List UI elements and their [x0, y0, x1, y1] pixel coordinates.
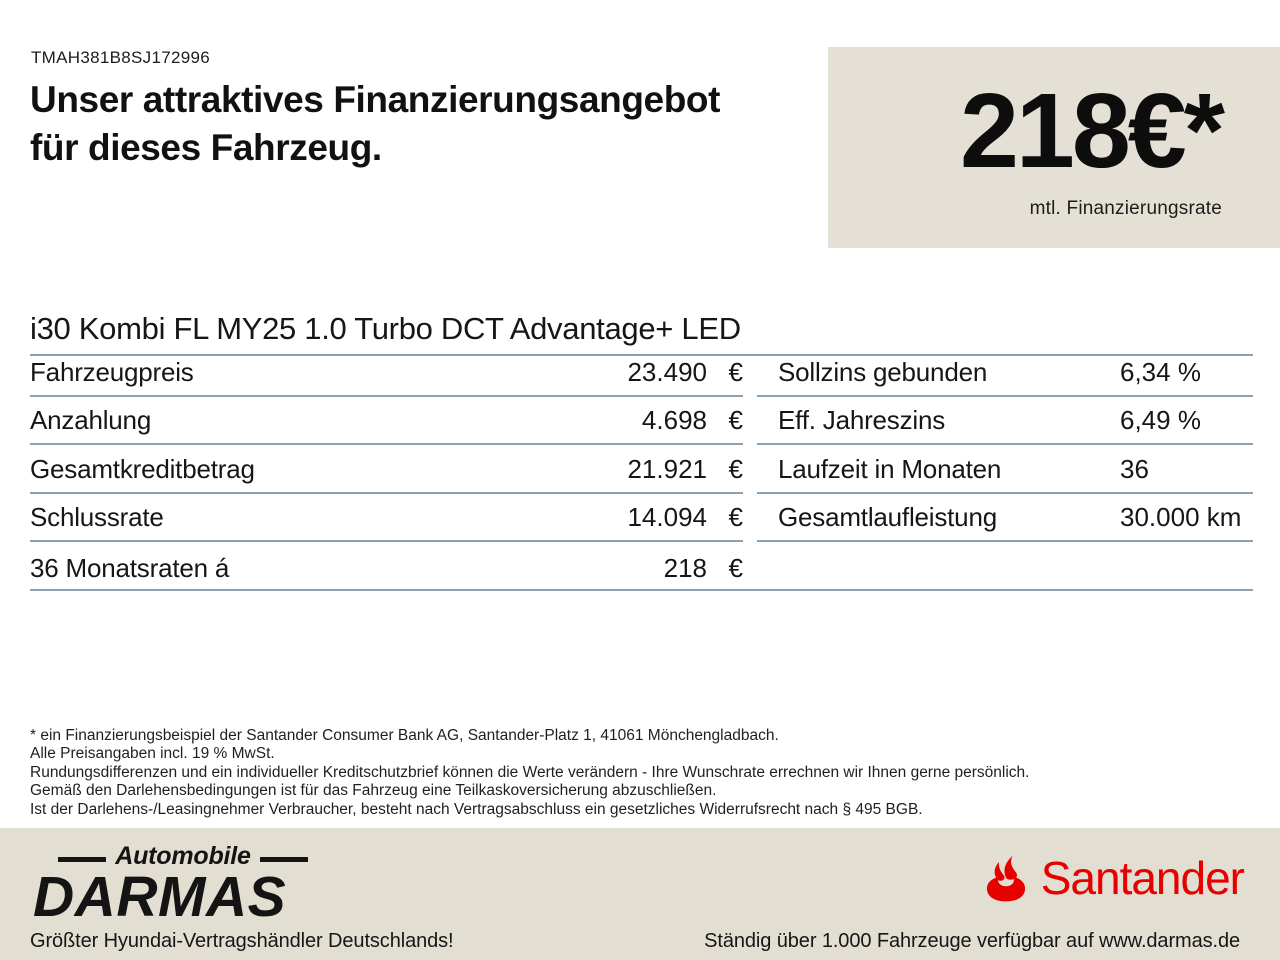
darmas-logo-topline: Automobile	[33, 842, 333, 871]
darmas-dealer-logo: Automobile DARMAS	[33, 842, 333, 926]
table-row: Sollzins gebunden 6,34 %	[757, 348, 1253, 397]
table-row: Eff. Jahreszins 6,49 %	[757, 397, 1253, 445]
page-title-line-1: Unser attraktives Finanzierungsangebot	[30, 79, 721, 120]
row-label: Schlussrate	[30, 502, 164, 532]
santander-wordmark: Santander	[1040, 852, 1245, 904]
disclaimer-line: Ist der Darlehens-/Leasingnehmer Verbrau…	[30, 800, 923, 818]
row-value: 36	[1120, 453, 1149, 484]
row-label: Sollzins gebunden	[778, 356, 988, 387]
row-label: Fahrzeugpreis	[30, 356, 194, 387]
footer-bar: Automobile DARMAS Santander Größter Hyun…	[0, 828, 1280, 960]
vehicle-vin: TMAH381B8SJ172996	[31, 48, 210, 67]
finance-table-right-column: Sollzins gebunden 6,34 % Eff. Jahreszins…	[757, 348, 1253, 591]
table-row: Schlussrate 14.094 €	[30, 494, 743, 542]
table-row: Gesamtlaufleistung 30.000 km	[757, 494, 1253, 542]
row-unit: €	[728, 356, 743, 387]
row-label: 36 Monatsraten á	[30, 552, 230, 583]
disclaimer-line: * ein Finanzierungsbeispiel der Santande…	[30, 727, 779, 744]
monthly-rate-value: 218€*	[959, 72, 1225, 191]
row-value: 218	[663, 552, 707, 583]
table-row: Gesamtkreditbetrag 21.921 €	[30, 445, 743, 494]
row-label: Anzahlung	[30, 405, 152, 435]
row-value: 23.490	[627, 356, 707, 387]
table-bottom-rule	[30, 588, 1253, 591]
table-row: Fahrzeugpreis 23.490 €	[30, 348, 743, 397]
table-row: 36 Monatsraten á 218 €	[30, 542, 743, 591]
row-unit: €	[728, 502, 743, 532]
row-value: 4.698	[641, 405, 707, 435]
disclaimer-text: * ein Finanzierungsbeispiel der Santande…	[30, 727, 1240, 819]
logo-rule-right	[259, 856, 308, 862]
page-title-line-2: für dieses Fahrzeug.	[30, 127, 382, 168]
dealer-tagline: Größter Hyundai-Vertragshändler Deutschl…	[30, 930, 454, 952]
row-label: Laufzeit in Monaten	[778, 453, 1002, 484]
row-label: Gesamtkreditbetrag	[30, 453, 255, 484]
finance-details-table: Fahrzeugpreis 23.490 € Anzahlung 4.698 €…	[0, 348, 1280, 593]
row-value: 6,34 %	[1120, 356, 1201, 387]
row-unit: €	[728, 453, 743, 484]
row-value: 30.000 km	[1120, 502, 1242, 532]
table-row: Anzahlung 4.698 €	[30, 397, 743, 445]
table-row	[757, 542, 1253, 591]
monthly-rate-box: 218€* mtl. Finanzierungsrate	[828, 47, 1280, 248]
availability-tagline: Ständig über 1.000 Fahrzeuge verfügbar a…	[704, 930, 1240, 952]
monthly-rate-caption: mtl. Finanzierungsrate	[1029, 197, 1222, 219]
disclaimer-line: Gemäß den Darlehensbedingungen ist für d…	[30, 782, 717, 800]
row-label: Eff. Jahreszins	[778, 405, 946, 435]
darmas-logo-automobile-text: Automobile	[115, 842, 251, 870]
santander-flame-icon	[980, 850, 1032, 906]
row-value: 14.094	[627, 502, 707, 532]
disclaimer-line: Alle Preisangaben incl. 19 % MwSt.	[30, 745, 275, 763]
santander-logo: Santander	[980, 850, 1245, 906]
row-unit: €	[728, 405, 743, 435]
darmas-logo-wordmark: DARMAS	[33, 865, 287, 929]
logo-rule-left	[58, 856, 107, 862]
row-label: Gesamtlaufleistung	[778, 502, 997, 532]
row-unit: €	[728, 552, 743, 583]
disclaimer-line: Rundungsdifferenzen und ein individuelle…	[30, 763, 1030, 781]
row-value: 21.921	[627, 453, 707, 484]
vehicle-model-title: i30 Kombi FL MY25 1.0 Turbo DCT Advantag…	[30, 311, 1253, 356]
page-title: Unser attraktives Finanzierungsangebot f…	[30, 76, 720, 172]
table-row: Laufzeit in Monaten 36	[757, 445, 1253, 494]
row-value: 6,49 %	[1120, 405, 1201, 435]
finance-table-left-column: Fahrzeugpreis 23.490 € Anzahlung 4.698 €…	[30, 348, 743, 591]
